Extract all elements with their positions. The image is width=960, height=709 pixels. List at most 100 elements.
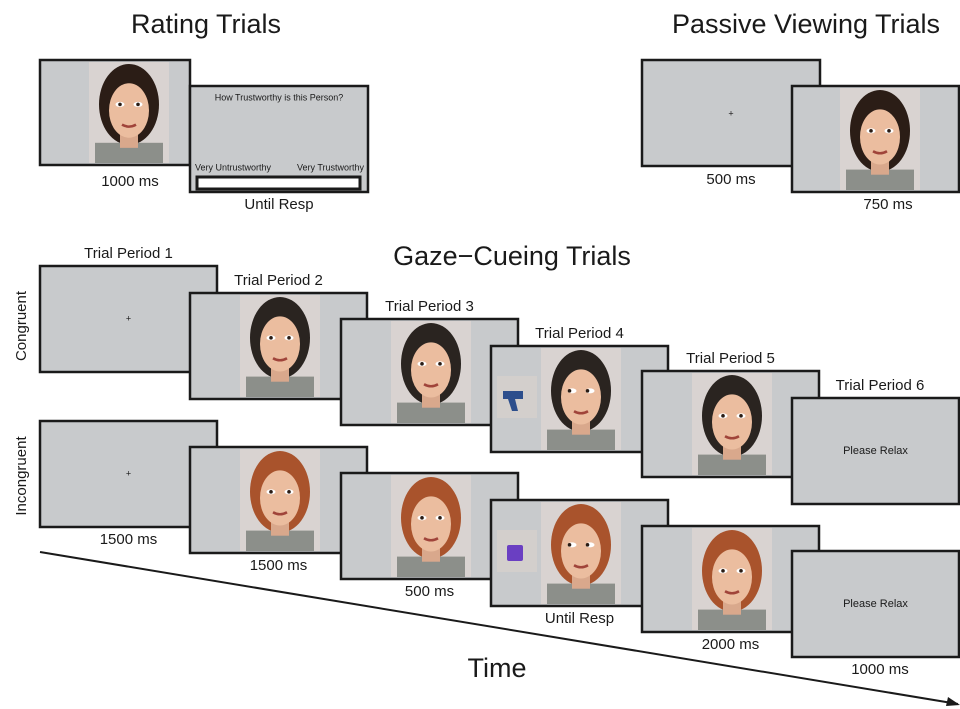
frame	[790, 396, 960, 506]
mouth	[423, 383, 439, 388]
shoulders	[397, 402, 465, 423]
pupil	[269, 490, 273, 494]
duration-label: 500 ms	[706, 171, 755, 188]
face	[561, 369, 601, 425]
face	[411, 342, 451, 398]
fixation-cross: +	[126, 313, 131, 323]
pupil	[869, 129, 873, 133]
face-photo	[391, 321, 471, 423]
time-axis	[39, 551, 959, 705]
pupil	[438, 362, 442, 366]
pupil	[585, 543, 590, 547]
end-message: Please Relax	[843, 598, 908, 610]
pupil	[567, 389, 572, 393]
pupil	[567, 543, 572, 547]
gaze-frames: + Trial Period 1 Trial Period 2 Trial Perio…	[38, 245, 960, 678]
face	[712, 394, 752, 450]
frame	[38, 264, 219, 374]
period-label: Trial Period 1	[84, 245, 173, 262]
shoulders	[698, 609, 766, 630]
shoulders	[547, 583, 615, 604]
mouth	[423, 537, 439, 542]
target-mug	[507, 545, 523, 561]
duration-label: 1000 ms	[851, 661, 909, 678]
face	[109, 83, 149, 138]
pupil	[420, 516, 424, 520]
frame	[188, 84, 370, 194]
duration-label: 750 ms	[863, 196, 912, 213]
scale-anchor: Very Trustworthy	[297, 162, 365, 172]
duration-label: Until Resp	[244, 196, 313, 213]
period-label: Trial Period 3	[385, 298, 474, 315]
mouth	[272, 357, 288, 362]
frame	[38, 419, 219, 529]
pupil	[739, 569, 743, 573]
pupil	[438, 516, 442, 520]
pupil	[269, 336, 273, 340]
face-photo	[391, 475, 471, 577]
face	[260, 470, 300, 526]
pupil	[136, 102, 140, 107]
pupil	[287, 490, 291, 494]
period-label: Trial Period 5	[686, 350, 775, 367]
duration-label: 1500 ms	[100, 531, 158, 548]
face	[860, 109, 900, 165]
pupil	[721, 414, 725, 418]
rating-scale	[195, 175, 362, 191]
fixation-cross: +	[126, 468, 131, 478]
mouth	[121, 123, 137, 128]
pupil	[887, 129, 891, 133]
mouth	[573, 564, 589, 569]
face-photo	[89, 62, 169, 163]
condition-label: Congruent	[13, 290, 30, 361]
shoulders	[397, 556, 465, 577]
period-label: Trial Period 2	[234, 272, 323, 289]
axis-label: Time	[468, 653, 527, 683]
scale-anchor: Very Untrustworthy	[195, 162, 272, 172]
duration-label: 500 ms	[405, 583, 454, 600]
frame	[790, 549, 960, 659]
condition-label: Incongruent	[13, 436, 30, 516]
mouth	[872, 150, 888, 155]
shoulders	[846, 169, 914, 190]
mouth	[724, 435, 740, 440]
face	[561, 523, 601, 579]
face-photo	[840, 88, 920, 190]
face-photo	[541, 348, 621, 450]
section-title: Passive Viewing Trials	[672, 9, 940, 39]
face-photo	[240, 449, 320, 551]
shoulders	[246, 376, 314, 397]
pupil	[739, 414, 743, 418]
pupil	[721, 569, 725, 573]
face	[411, 496, 451, 552]
mouth	[724, 590, 740, 595]
shoulders	[547, 429, 615, 450]
pupil	[585, 389, 590, 393]
shoulders	[698, 454, 766, 475]
shoulders	[246, 530, 314, 551]
pupil	[287, 336, 291, 340]
mouth	[573, 410, 589, 415]
duration-label: Until Resp	[545, 610, 614, 627]
duration-label: 2000 ms	[702, 636, 760, 653]
section-title: Rating Trials	[131, 9, 281, 39]
period-label: Trial Period 6	[836, 377, 925, 394]
face-photo	[240, 295, 320, 397]
face-photo	[541, 502, 621, 604]
question: How Trustworthy is this Person?	[215, 92, 344, 102]
pupil	[420, 362, 424, 366]
period-label: Trial Period 4	[535, 325, 624, 342]
face-photo	[692, 528, 772, 630]
fixation-cross: +	[728, 108, 733, 118]
face	[260, 316, 300, 372]
section-title: Gaze−Cueing Trials	[393, 241, 631, 271]
end-message: Please Relax	[843, 445, 908, 457]
pupil	[118, 102, 122, 107]
face	[712, 549, 752, 605]
shoulders	[95, 142, 163, 163]
target-drill	[503, 391, 523, 411]
duration-label: 1000 ms	[101, 173, 159, 190]
face-photo	[692, 373, 772, 475]
